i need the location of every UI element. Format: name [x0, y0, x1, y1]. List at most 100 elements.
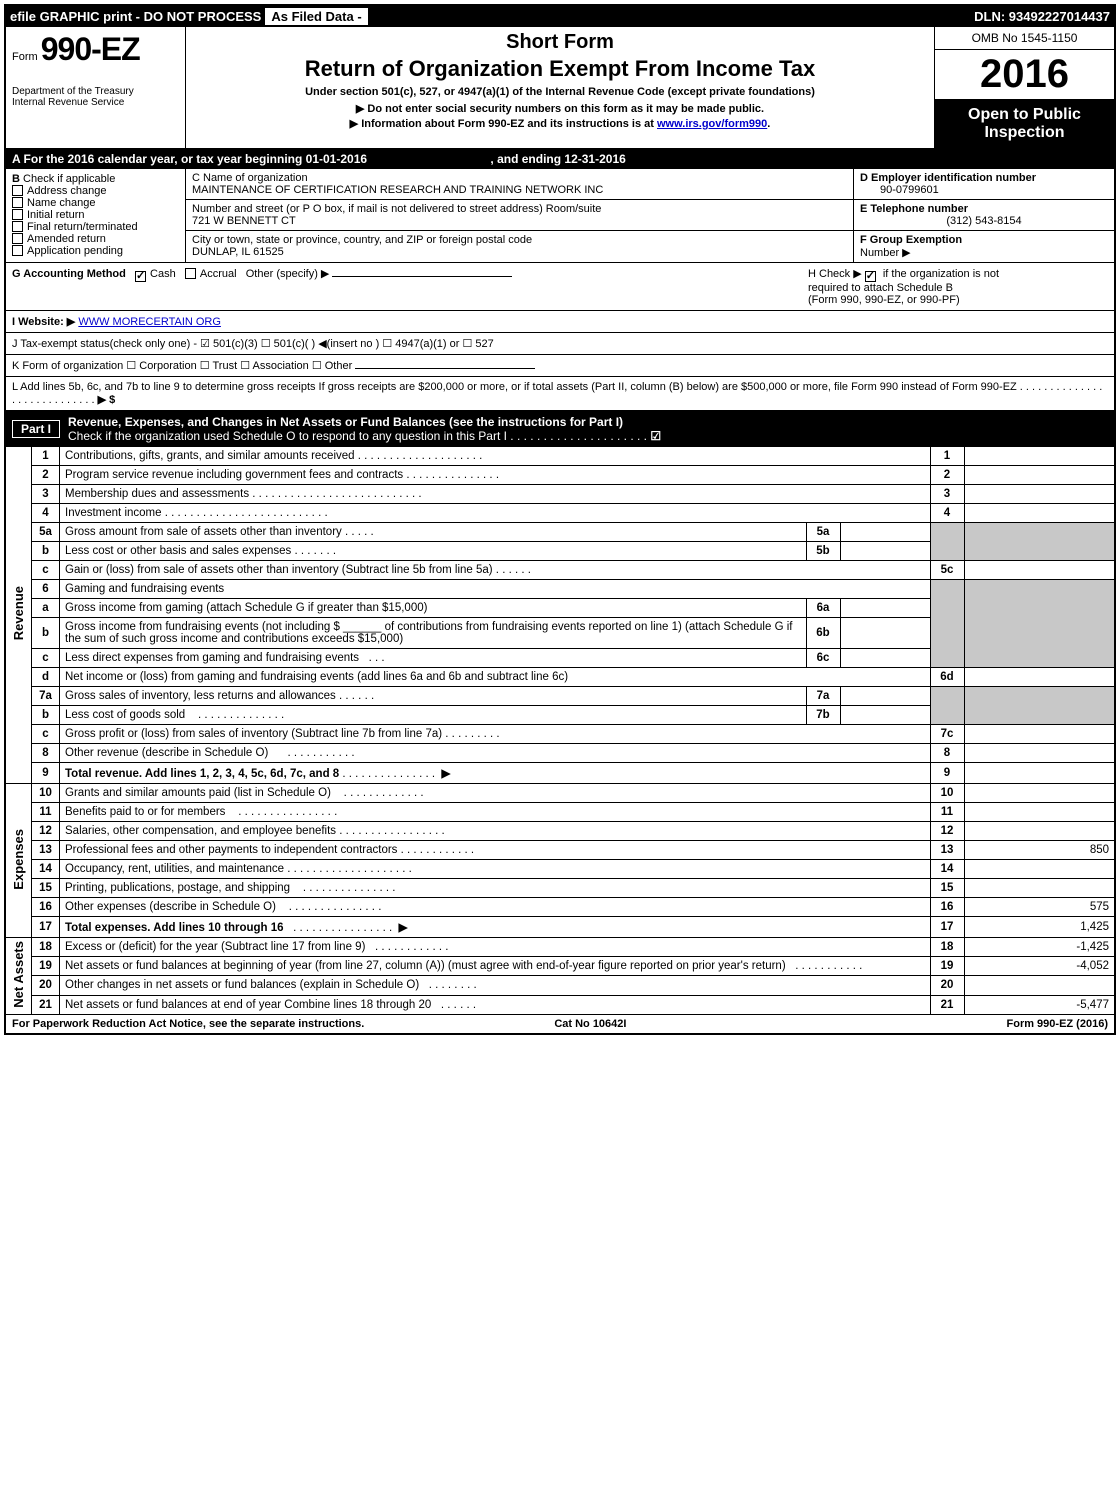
row-k: K Form of organization ☐ Corporation ☐ T… [6, 355, 1114, 377]
k-text: K Form of organization ☐ Corporation ☐ T… [12, 360, 352, 372]
cell-city: City or town, state or province, country… [186, 231, 853, 261]
g-other: Other (specify) ▶ [246, 268, 330, 280]
header-center: Short Form Return of Organization Exempt… [186, 27, 934, 148]
ln-4-rn: 4 [930, 504, 964, 523]
opt-final: Final return/terminated [27, 221, 138, 233]
row-a-pre: A For the 2016 calendar year, or tax yea… [12, 152, 367, 166]
row-a-ending: , and ending 12-31-2016 [490, 152, 625, 166]
ln-14-n: 14 [32, 860, 60, 879]
ln-16-rn: 16 [930, 898, 964, 917]
ln-6c-t: Less direct expenses from gaming and fun… [60, 649, 807, 668]
instr-ssn: ▶ Do not enter social security numbers o… [194, 102, 926, 115]
k-line [355, 368, 535, 369]
open-public-2: Inspection [984, 124, 1064, 141]
chk-cash[interactable] [135, 271, 146, 282]
chk-accrual[interactable] [185, 268, 196, 279]
chk-pending[interactable] [12, 245, 23, 256]
ln-10-rv [964, 784, 1114, 803]
h-text4: (Form 990, 990-EZ, or 990-PF) [808, 294, 960, 306]
irs-link[interactable]: www.irs.gov/form990 [657, 118, 767, 130]
ln-20-rn: 20 [930, 976, 964, 995]
ln-10-rn: 10 [930, 784, 964, 803]
ln-5a-t: Gross amount from sale of assets other t… [60, 523, 807, 542]
ln-20-rv [964, 976, 1114, 995]
opt-address: Address change [27, 185, 107, 197]
cell-d: D Employer identification number 90-0799… [854, 169, 1114, 200]
ln-9-rv [964, 763, 1114, 784]
opt-pending: Application pending [27, 245, 123, 257]
city-label: City or town, state or province, country… [192, 234, 532, 246]
ln-6a-midv [840, 599, 930, 618]
ln-5a-n: 5a [32, 523, 60, 542]
ln-11-n: 11 [32, 803, 60, 822]
ln-21-rv: -5,477 [964, 995, 1114, 1014]
ln-13-t: Professional fees and other payments to … [60, 841, 931, 860]
ln-5a-midv [840, 523, 930, 542]
ln-3-rn: 3 [930, 485, 964, 504]
cell-org: C Name of organization MAINTENANCE OF CE… [186, 169, 853, 200]
chk-address[interactable] [12, 185, 23, 196]
c-label: C Name of organization [192, 172, 308, 184]
instr-info: ▶ Information about Form 990-EZ and its … [194, 117, 926, 130]
website-link[interactable]: WWW MORECERTAIN ORG [78, 316, 221, 328]
ln-19-rv: -4,052 [964, 957, 1114, 976]
ln-16-t: Other expenses (describe in Schedule O) … [60, 898, 931, 917]
chk-final[interactable] [12, 221, 23, 232]
check-if: Check if applicable [23, 173, 115, 185]
instr-info-pre: ▶ Information about Form 990-EZ and its … [350, 118, 657, 130]
ln-9-t: Total revenue. Add lines 1, 2, 3, 4, 5c,… [60, 763, 931, 784]
ln-2-rn: 2 [930, 466, 964, 485]
ln-3-rv [964, 485, 1114, 504]
h-block: H Check ▶ if the organization is not req… [808, 267, 1108, 306]
ln-17-t: Total expenses. Add lines 10 through 16 … [60, 917, 931, 938]
ln-1-rn: 1 [930, 447, 964, 466]
ln-6-rn [930, 580, 964, 668]
ln-14-rv [964, 860, 1114, 879]
ln-17-rv: 1,425 [964, 917, 1114, 938]
part1-header: Part I Revenue, Expenses, and Changes in… [6, 411, 1114, 447]
ln-18-n: 18 [32, 938, 60, 957]
ln-14-t: Occupancy, rent, utilities, and maintena… [60, 860, 931, 879]
ln-9-n: 9 [32, 763, 60, 784]
ln-8-n: 8 [32, 744, 60, 763]
irs-label: Internal Revenue Service [12, 97, 179, 108]
efile-label: efile GRAPHIC print - DO NOT PROCESS [10, 9, 261, 24]
g-other-line [332, 276, 512, 277]
open-public-1: Open to Public [968, 106, 1081, 123]
ln-18-rv: -1,425 [964, 938, 1114, 957]
ln-19-n: 19 [32, 957, 60, 976]
chk-name[interactable] [12, 197, 23, 208]
ln-5b-mid: 5b [806, 542, 840, 561]
addr: 721 W BENNETT CT [192, 215, 296, 227]
part1-chk: ☑ [650, 429, 661, 443]
chk-h[interactable] [865, 271, 876, 282]
ln-8-rv [964, 744, 1114, 763]
part1-title: Revenue, Expenses, and Changes in Net As… [68, 415, 623, 429]
ln-12-n: 12 [32, 822, 60, 841]
ln-18-rn: 18 [930, 938, 964, 957]
footer-left: For Paperwork Reduction Act Notice, see … [12, 1018, 364, 1030]
ln-2-n: 2 [32, 466, 60, 485]
chk-amended[interactable] [12, 233, 23, 244]
ln-9-rn: 9 [930, 763, 964, 784]
b-label: B [12, 173, 20, 185]
phone: (312) 543-8154 [860, 215, 1108, 227]
ln-5c-rv [964, 561, 1114, 580]
row-a: A For the 2016 calendar year, or tax yea… [6, 149, 1114, 169]
ln-17-n: 17 [32, 917, 60, 938]
ln-7b-t: Less cost of goods sold . . . . . . . . … [60, 706, 807, 725]
col-de: D Employer identification number 90-0799… [854, 169, 1114, 262]
under-section: Under section 501(c), 527, or 4947(a)(1)… [194, 86, 926, 98]
col-c: C Name of organization MAINTENANCE OF CE… [186, 169, 854, 262]
f-label: F Group Exemption [860, 234, 962, 246]
chk-initial[interactable] [12, 209, 23, 220]
row-l: L Add lines 5b, 6c, and 7b to line 9 to … [6, 377, 1114, 411]
ln-7c-t: Gross profit or (loss) from sales of inv… [60, 725, 931, 744]
ln-6d-t: Net income or (loss) from gaming and fun… [60, 668, 931, 687]
ln-7c-rv [964, 725, 1114, 744]
bc-row: B Check if applicable Address change Nam… [6, 169, 1114, 263]
ln-15-t: Printing, publications, postage, and shi… [60, 879, 931, 898]
ln-21-rn: 21 [930, 995, 964, 1014]
ln-16-rv: 575 [964, 898, 1114, 917]
ln-6a-mid: 6a [806, 599, 840, 618]
